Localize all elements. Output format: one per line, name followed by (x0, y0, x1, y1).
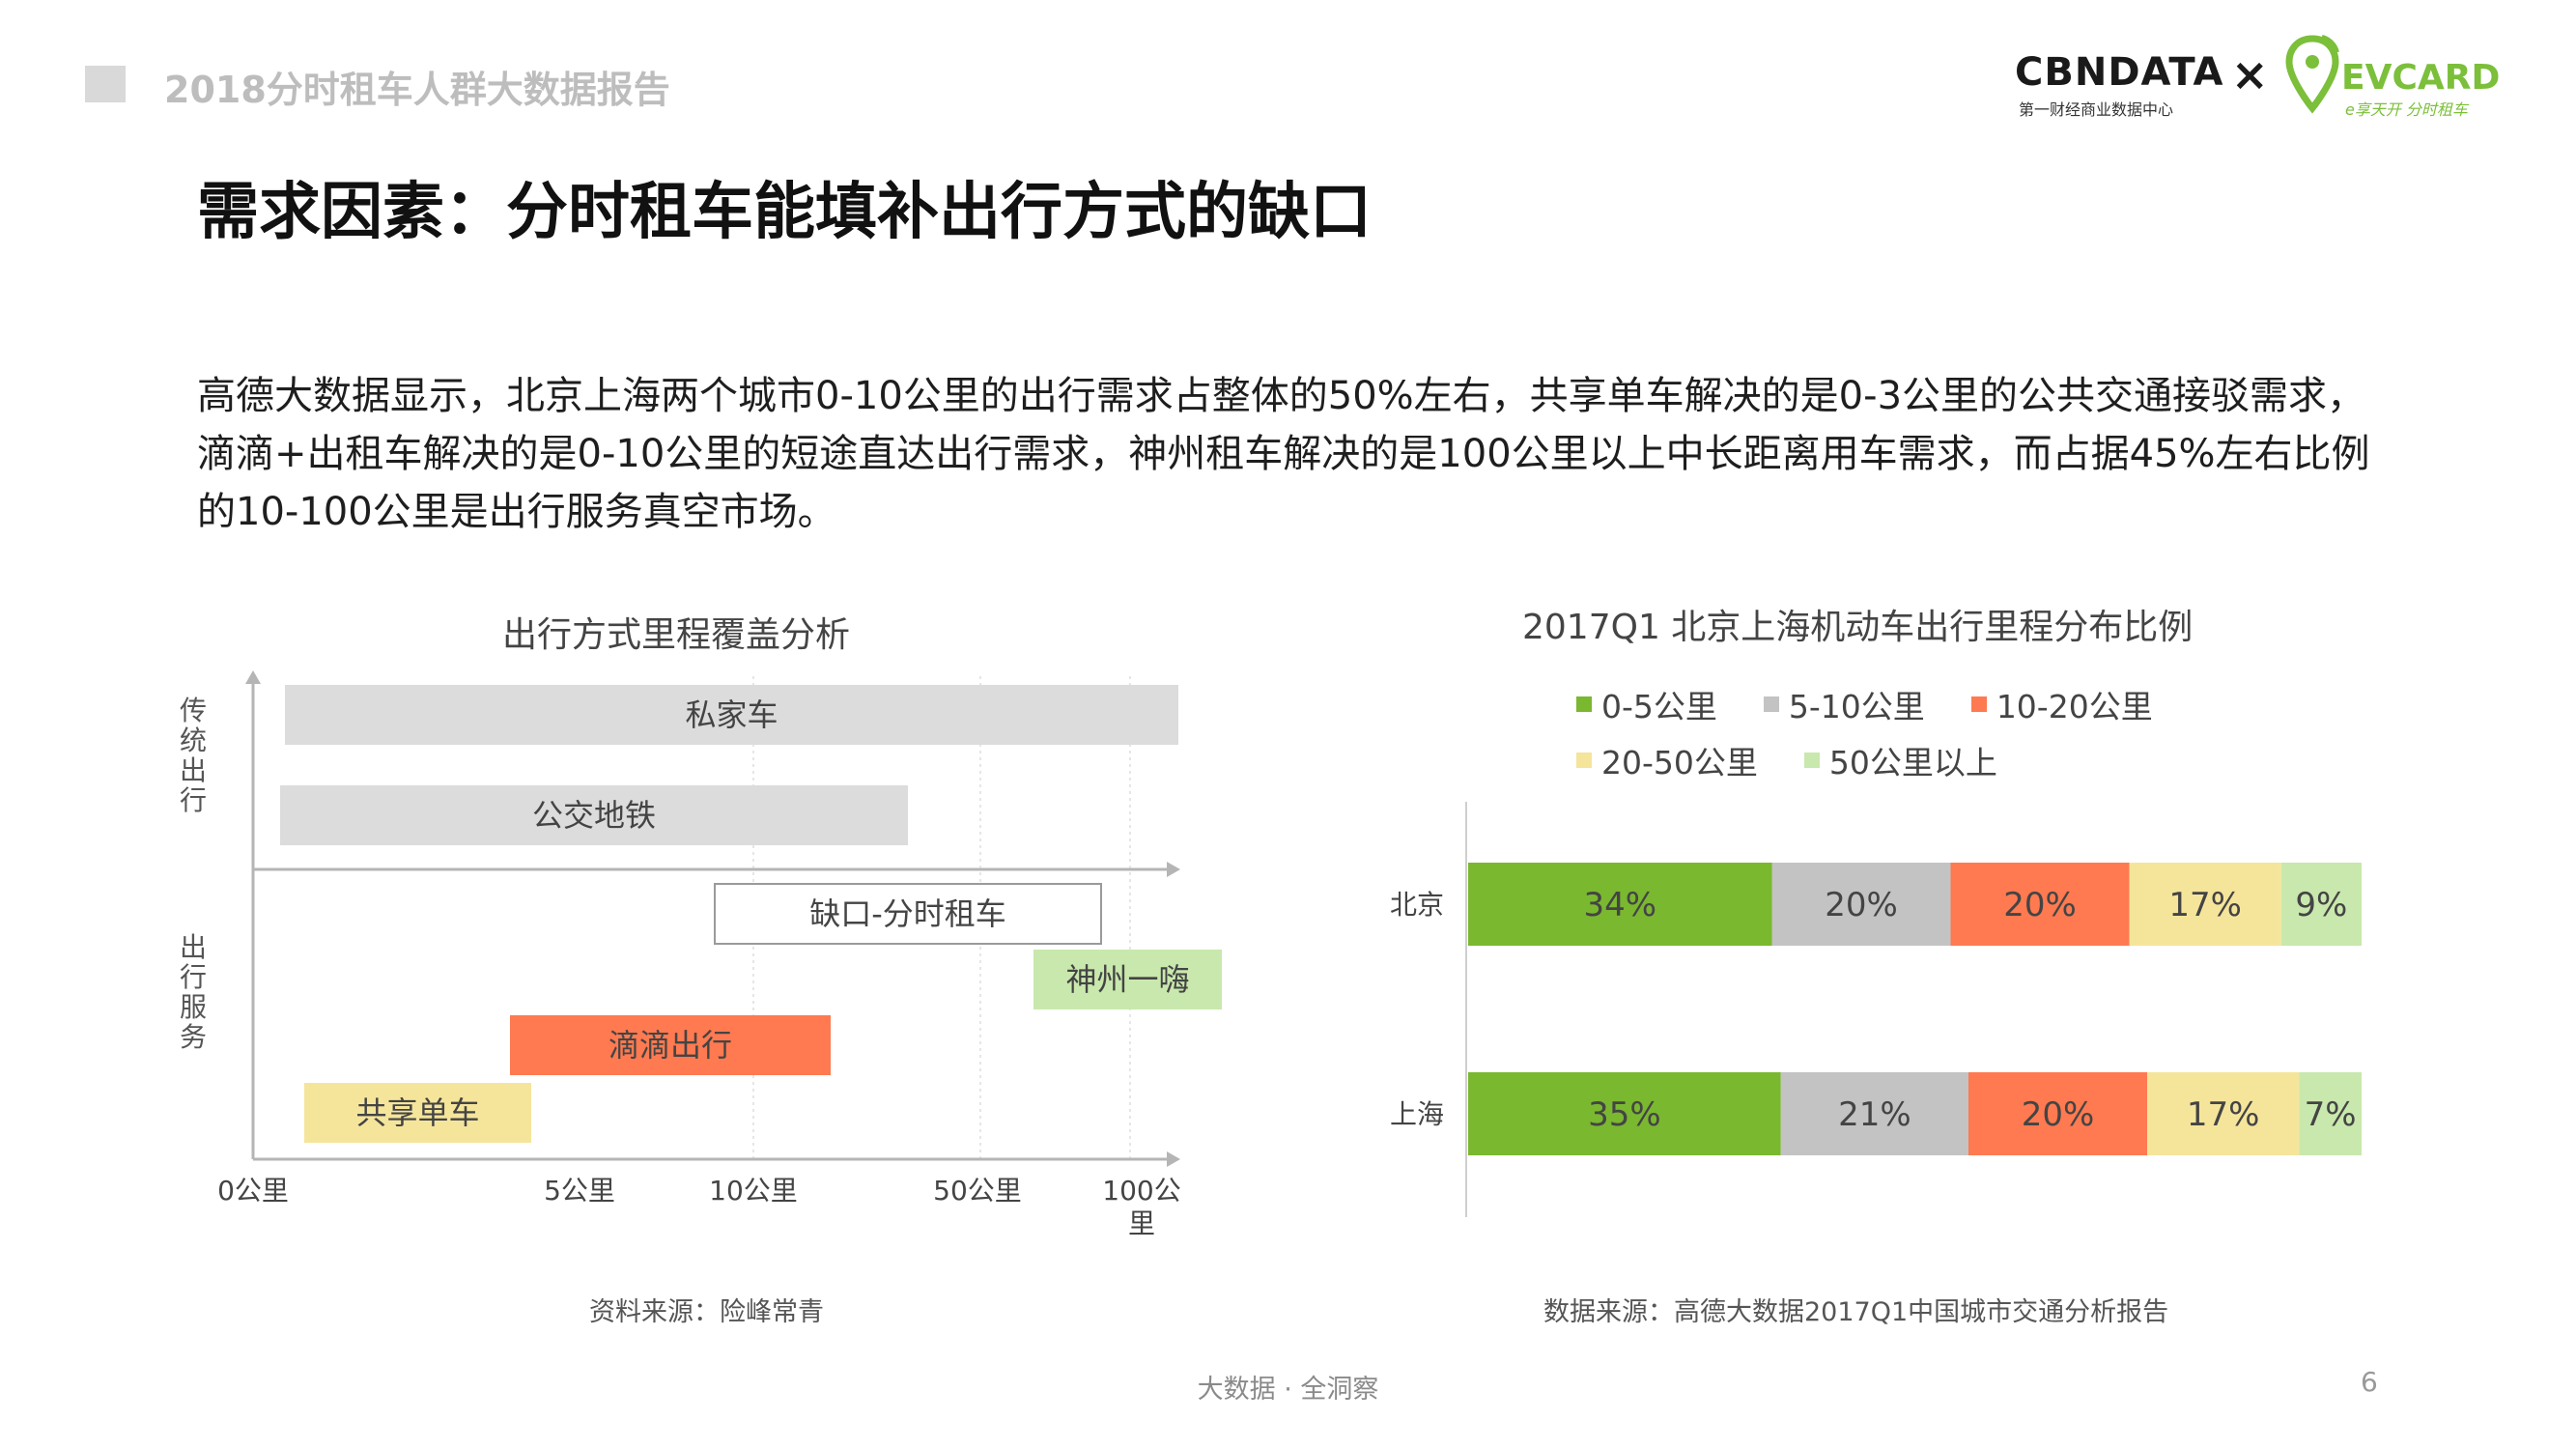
distribution-value-label: 20% (1825, 886, 1898, 924)
coverage-bar-label: 滴滴出行 (609, 1027, 732, 1064)
coverage-bar-label: 私家车 (685, 696, 778, 733)
legend-item: 0-5公里 (1576, 676, 1717, 732)
legend-swatch (1803, 753, 1820, 768)
cbndata-logo-subtitle: 第一财经商业数据中心 (2019, 100, 2174, 119)
coverage-bar-label: 神州一嗨 (1065, 961, 1189, 998)
distribution-value-label: 34% (1583, 886, 1656, 924)
coverage-bar (510, 1015, 831, 1075)
distribution-value-label: 20% (2022, 1095, 2095, 1134)
x-tick-label: 50公里 (933, 1175, 1022, 1207)
distribution-bar (1950, 863, 2130, 946)
legend-item: 50公里以上 (1803, 732, 1997, 788)
coverage-bar (280, 785, 908, 845)
report-title: 2018分时租车人群大数据报告 (164, 69, 670, 111)
x-tick-label: 100公 (1102, 1175, 1180, 1207)
group-label-0: 传统出行 (180, 695, 207, 816)
legend-item: 10-20公里 (1970, 676, 2153, 732)
distribution-value-label: 17% (2187, 1095, 2260, 1134)
footer-slogan: 大数据 · 全洞察 (1197, 1375, 1379, 1405)
header-marker (85, 66, 126, 102)
legend-item: 5-10公里 (1763, 676, 1925, 732)
coverage-bar (304, 1083, 531, 1143)
distribution-value-label: 9% (2295, 886, 2347, 924)
group-label-1: 出行服务 (180, 931, 207, 1053)
distribution-bar (2280, 863, 2362, 946)
coverage-bar-label: 共享单车 (355, 1094, 479, 1131)
divider-arrow (1167, 862, 1180, 877)
distribution-bar (2129, 863, 2281, 946)
distribution-bar (1468, 1072, 1781, 1155)
distribution-chart-source: 数据来源：高德大数据2017Q1中国城市交通分析报告 (1543, 1297, 2169, 1327)
x-tick-label-wrap: 里 (1128, 1208, 1155, 1239)
distribution-value-label: 7% (2305, 1095, 2357, 1134)
evcard-logo: EVCARD (2341, 58, 2501, 98)
distribution-bar (1771, 863, 1951, 946)
evcard-pin-icon (2285, 35, 2339, 114)
legend-label: 5-10公里 (1788, 688, 1925, 725)
intro-paragraph: 高德大数据显示，北京上海两个城市0-10公里的出行需求占整体的50%左右，共享单… (197, 374, 2370, 534)
x-tick-label: 10公里 (709, 1175, 798, 1207)
distribution-bar (1968, 1072, 2147, 1155)
coverage-chart-title: 出行方式里程覆盖分析 (502, 615, 851, 655)
page-number: 6 (2361, 1366, 2378, 1398)
legend-label: 0-5公里 (1601, 688, 1717, 725)
distribution-value-label: 20% (2003, 886, 2077, 924)
evcard-logo-subtitle: e享天开 分时租车 (2345, 100, 2468, 119)
coverage-bar (285, 685, 1178, 745)
distribution-chart-title: 2017Q1 北京上海机动车出行里程分布比例 (1522, 608, 2194, 647)
legend-swatch (1970, 696, 1987, 712)
distribution-bar (2299, 1072, 2362, 1155)
distribution-bar (2147, 1072, 2300, 1155)
page-title: 需求因素：分时租车能填补出行方式的缺口 (197, 177, 1372, 248)
coverage-bar (1033, 950, 1222, 1009)
legend-label: 10-20公里 (1996, 688, 2153, 725)
legend-swatch (1576, 753, 1592, 768)
distribution-chart: 北京 34% 20% 20% 17% 9% 上海 35% 21% 20% 17% 7% (1390, 802, 2362, 1217)
x-tick-label: 5公里 (544, 1175, 615, 1207)
legend-label: 20-50公里 (1601, 744, 1758, 781)
distribution-value-label: 21% (1838, 1095, 1911, 1134)
distribution-legend: 0-5公里 5-10公里 10-20公里 20-50公里 50公里以上 (1576, 676, 2368, 788)
distribution-bar (1780, 1072, 1968, 1155)
distribution-value-label: 35% (1588, 1095, 1661, 1134)
legend-swatch (1576, 696, 1592, 712)
x-axis-arrow (1167, 1151, 1180, 1167)
coverage-chart-source: 资料来源：险峰常青 (589, 1297, 824, 1327)
legend-swatch (1763, 696, 1779, 712)
category-label: 上海 (1390, 1098, 1444, 1130)
category-label: 北京 (1390, 889, 1444, 921)
coverage-bar-label: 公交地铁 (532, 797, 656, 834)
legend-label: 50公里以上 (1828, 744, 1997, 781)
distribution-bar (1468, 863, 1772, 946)
partner-cross: × (2231, 48, 2269, 100)
coverage-bar-label: 缺口-分时租车 (809, 895, 1006, 932)
y-axis-arrow (245, 670, 261, 684)
cbndata-logo: CBNDATA (2015, 50, 2224, 95)
coverage-bar (714, 883, 1102, 945)
legend-item: 20-50公里 (1576, 732, 1758, 788)
x-tick-label: 0公里 (217, 1175, 289, 1207)
distribution-value-label: 17% (2168, 886, 2242, 924)
